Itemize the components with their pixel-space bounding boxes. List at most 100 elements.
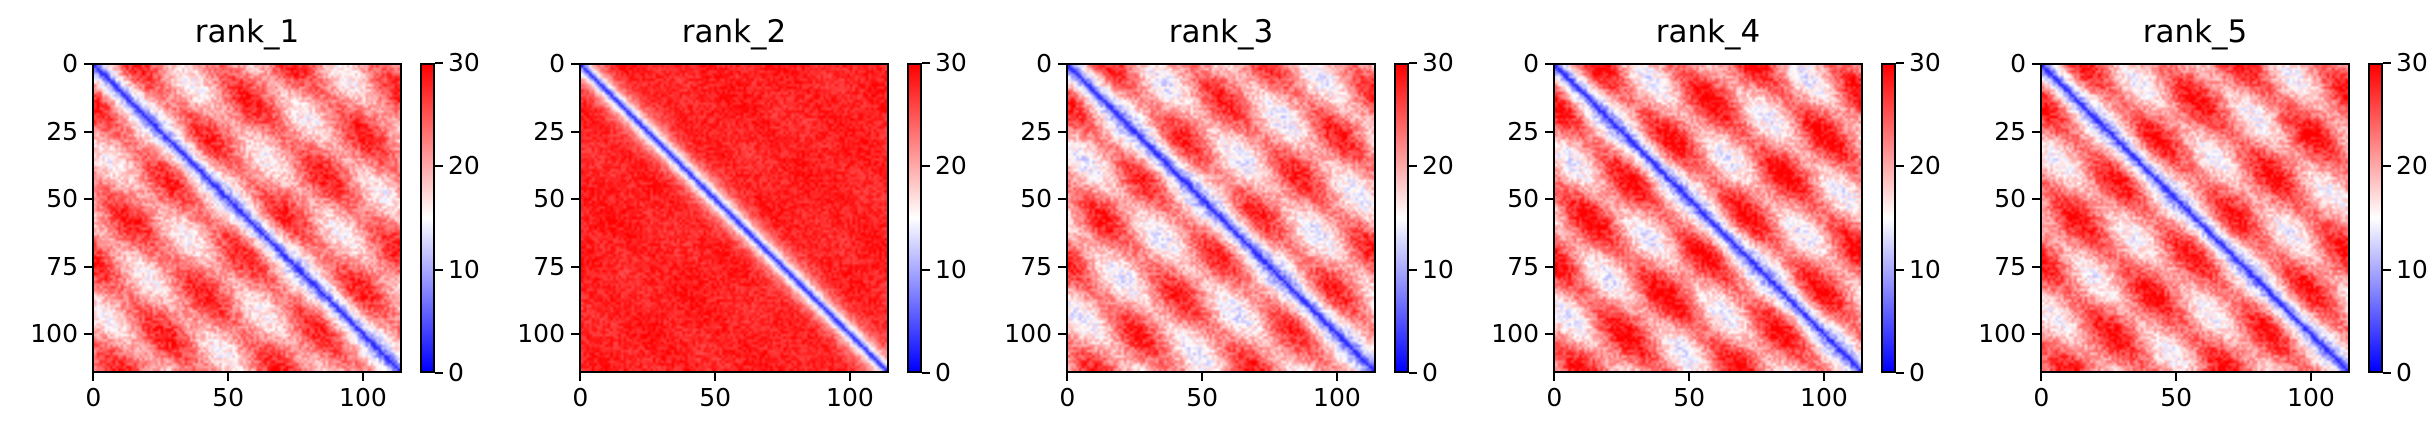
x-tick-label: 0 — [2033, 383, 2050, 412]
heatmap-image — [94, 65, 400, 371]
y-tick-label: 25 — [1994, 116, 2026, 146]
y-tick-label: 0 — [62, 49, 78, 79]
x-tick-label: 0 — [572, 383, 589, 412]
heatmap-panel: rank_2 0 25 50 75 100 0 50 100 0 10 20 30 — [487, 0, 974, 438]
y-tick-mark — [84, 130, 92, 133]
colorbar-tick-mark — [2383, 372, 2391, 374]
y-tick-label: 0 — [1036, 49, 1052, 79]
y-tick-label: 0 — [549, 49, 565, 79]
y-tick-label: 50 — [1507, 184, 1539, 214]
colorbar-tick-label: 20 — [1909, 151, 1941, 181]
heatmap-image — [2042, 65, 2348, 371]
y-tick-label: 100 — [1004, 318, 1052, 348]
colorbar-tick-label: 10 — [935, 254, 967, 284]
colorbar-tick-mark — [1409, 268, 1417, 271]
y-tick-mark — [84, 63, 92, 66]
x-tick-label: 100 — [826, 383, 874, 412]
y-tick-mark — [1545, 265, 1553, 268]
x-tick-label: 100 — [339, 383, 387, 412]
colorbar-tick-label: 0 — [1422, 358, 1438, 387]
colorbar-tick-mark — [922, 372, 930, 374]
colorbar-tick-label: 20 — [1422, 151, 1454, 181]
y-tick-mark — [84, 332, 92, 335]
x-tick-mark — [2040, 373, 2043, 381]
x-tick-label: 50 — [2160, 383, 2193, 412]
colorbar-tick-label: 30 — [935, 48, 967, 77]
y-tick-label: 75 — [46, 251, 78, 281]
heatmap-image — [1068, 65, 1374, 371]
heatmap-plot-area — [579, 63, 889, 373]
y-tick-label: 100 — [30, 318, 78, 348]
y-tick-mark — [1545, 198, 1553, 201]
x-tick-label: 100 — [1313, 383, 1361, 412]
colorbar-tick-label: 10 — [1422, 254, 1454, 284]
colorbar-tick-mark — [922, 165, 930, 168]
y-tick-mark — [571, 265, 579, 268]
y-tick-mark — [1058, 332, 1066, 335]
x-tick-label: 50 — [212, 383, 245, 412]
x-tick-label: 0 — [1059, 383, 1076, 412]
x-tick-mark — [579, 373, 582, 381]
y-tick-mark — [84, 198, 92, 201]
x-tick-mark — [2309, 373, 2312, 381]
colorbar — [1881, 63, 1896, 373]
chart-title: rank_3 — [1168, 14, 1274, 50]
colorbar-tick-mark — [1896, 62, 1904, 64]
x-tick-label: 50 — [1186, 383, 1219, 412]
y-tick-mark — [571, 198, 579, 201]
heatmap-image — [1555, 65, 1861, 371]
x-tick-mark — [2175, 373, 2178, 381]
y-tick-label: 100 — [1491, 318, 1539, 348]
colorbar-tick-label: 20 — [935, 151, 967, 181]
x-tick-mark — [361, 373, 364, 381]
x-tick-mark — [848, 373, 851, 381]
y-tick-label: 25 — [1020, 116, 1052, 146]
x-tick-label: 50 — [699, 383, 732, 412]
y-tick-label: 50 — [46, 184, 78, 214]
y-tick-label: 50 — [1020, 184, 1052, 214]
y-tick-label: 50 — [1994, 184, 2026, 214]
x-tick-label: 100 — [1800, 383, 1848, 412]
colorbar-tick-mark — [1409, 372, 1417, 374]
y-tick-mark — [2032, 63, 2040, 66]
x-tick-mark — [1201, 373, 1204, 381]
y-tick-label: 75 — [1507, 251, 1539, 281]
colorbar-tick-label: 0 — [2396, 358, 2412, 387]
x-tick-mark — [1553, 373, 1556, 381]
y-tick-label: 25 — [46, 116, 78, 146]
colorbar-tick-label: 10 — [1909, 254, 1941, 284]
colorbar-tick-mark — [435, 268, 443, 271]
colorbar-tick-label: 30 — [448, 48, 480, 77]
colorbar-tick-mark — [2383, 165, 2391, 168]
heatmap-plot-area — [92, 63, 402, 373]
colorbar — [2368, 63, 2383, 373]
y-tick-mark — [1545, 130, 1553, 133]
colorbar-tick-mark — [1409, 62, 1417, 64]
chart-title: rank_4 — [1655, 14, 1761, 50]
colorbar-tick-mark — [1896, 372, 1904, 374]
x-tick-label: 100 — [2287, 383, 2335, 412]
x-tick-mark — [1066, 373, 1069, 381]
colorbar-tick-mark — [922, 268, 930, 271]
x-tick-label: 0 — [1546, 383, 1563, 412]
colorbar-tick-label: 10 — [2396, 254, 2428, 284]
x-tick-mark — [1822, 373, 1825, 381]
y-tick-label: 50 — [533, 184, 565, 214]
x-tick-mark — [1335, 373, 1338, 381]
colorbar-tick-label: 20 — [448, 151, 480, 181]
y-tick-mark — [2032, 198, 2040, 201]
x-tick-label: 0 — [85, 383, 102, 412]
colorbar-tick-mark — [1896, 165, 1904, 168]
y-tick-label: 75 — [1020, 251, 1052, 281]
x-tick-mark — [1688, 373, 1691, 381]
y-tick-mark — [1058, 198, 1066, 201]
y-tick-mark — [571, 63, 579, 66]
x-tick-mark — [227, 373, 230, 381]
y-tick-mark — [1058, 130, 1066, 133]
colorbar-tick-label: 30 — [1422, 48, 1454, 77]
y-tick-label: 25 — [533, 116, 565, 146]
heatmap-panel: rank_1 0 25 50 75 100 0 50 100 0 10 20 30 — [0, 0, 487, 438]
colorbar-tick-mark — [2383, 268, 2391, 271]
y-tick-label: 100 — [1978, 318, 2026, 348]
colorbar-tick-mark — [1896, 268, 1904, 271]
